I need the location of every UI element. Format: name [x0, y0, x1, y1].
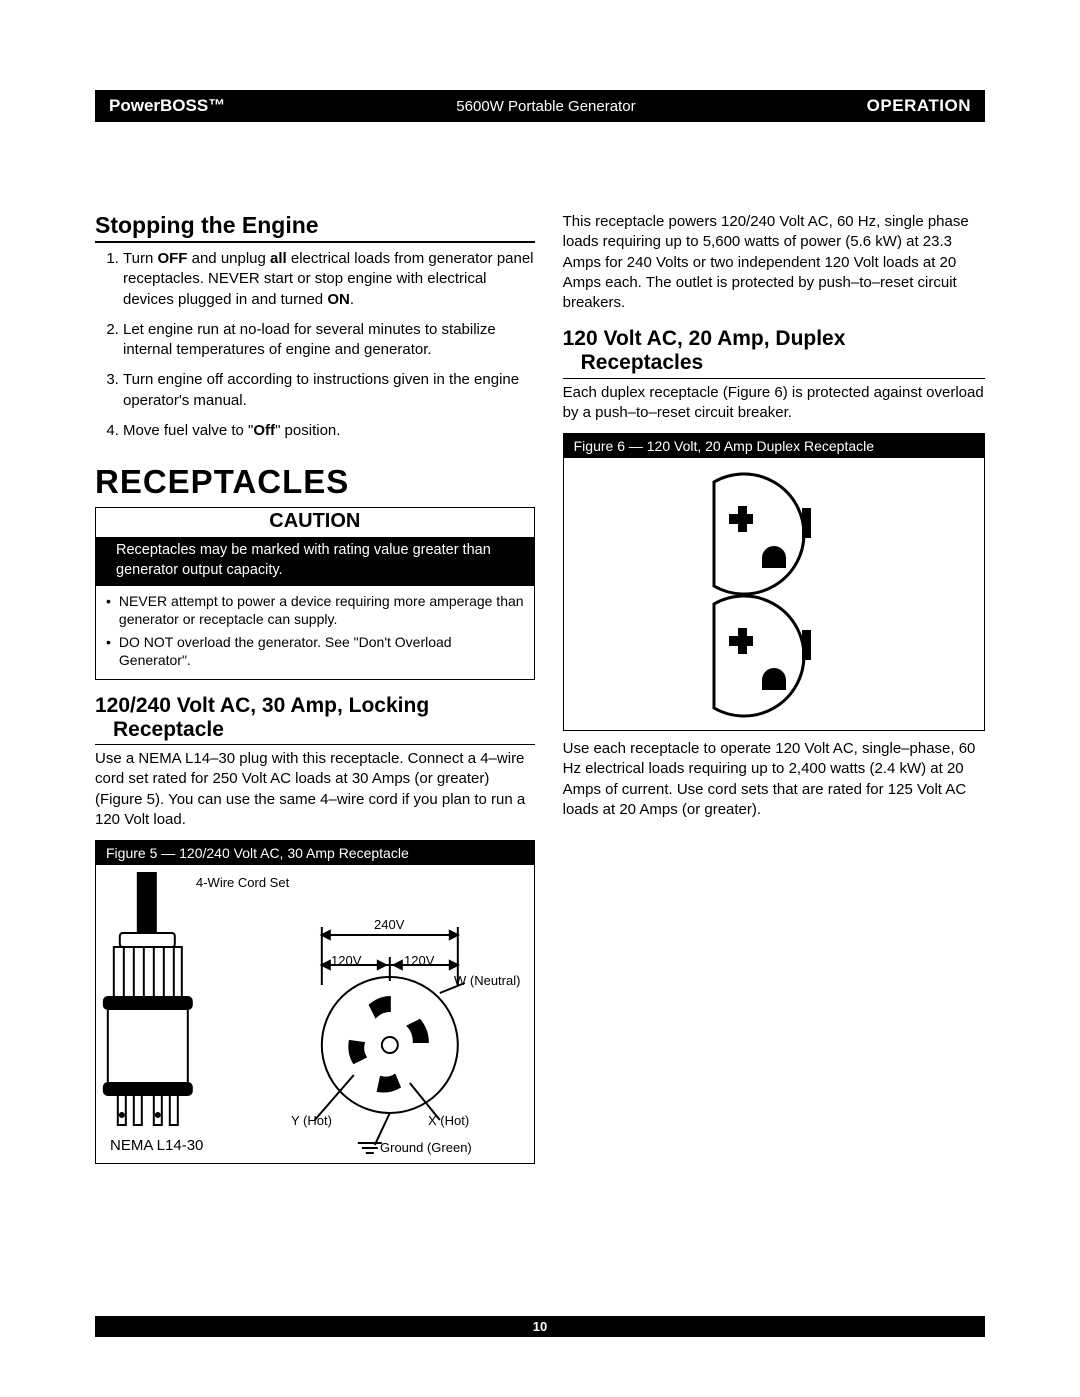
caution-warning: Receptacles may be marked with rating va…	[96, 537, 534, 586]
step-1: Turn OFF and unplug all electrical loads…	[123, 249, 535, 310]
closing-paragraph: Use each receptacle to operate 120 Volt …	[563, 739, 985, 820]
fig5-120v-b-label: 120V	[404, 953, 434, 968]
step-4: Move fuel valve to "Off" position.	[123, 421, 535, 441]
figure-5-diagram: 4-Wire Cord Set 240V 120V 120V W (Neutra…	[96, 865, 534, 1163]
locking-receptacle-body: Use a NEMA L14–30 plug with this recepta…	[95, 749, 535, 830]
figure-6-title: Figure 6 — 120 Volt, 20 Amp Duplex Recep…	[564, 434, 984, 458]
fig5-120v-a-label: 120V	[331, 953, 361, 968]
intro-paragraph: This receptacle powers 120/240 Volt AC, …	[563, 212, 985, 313]
locking-receptacle-heading: 120/240 Volt AC, 30 Amp, Locking Recepta…	[95, 694, 535, 745]
fig5-cord-label: 4-Wire Cord Set	[196, 875, 289, 890]
fig5-neutral-label: W (Neutral)	[454, 973, 520, 988]
section-label: OPERATION	[867, 96, 971, 116]
fig5-y-label: Y (Hot)	[291, 1113, 332, 1128]
fig5-x-label: X (Hot)	[428, 1113, 469, 1128]
manual-page: PowerBOSS™ 5600W Portable Generator OPER…	[0, 0, 1080, 1224]
fig5-240v-label: 240V	[374, 917, 404, 932]
duplex-body: Each duplex receptacle (Figure 6) is pro…	[563, 383, 985, 424]
caution-box: CAUTION Receptacles may be marked with r…	[95, 507, 535, 680]
duplex-receptacle-heading: 120 Volt AC, 20 Amp, Duplex Receptacles	[563, 327, 985, 378]
page-header: PowerBOSS™ 5600W Portable Generator OPER…	[95, 90, 985, 122]
caution-title: CAUTION	[96, 508, 534, 537]
duplex-outlet-icon	[674, 464, 874, 724]
step-2: Let engine run at no-load for several mi…	[123, 320, 535, 361]
fig5-ground-label: Ground (Green)	[380, 1140, 472, 1155]
caution-bullet-2: DO NOT overload the generator. See "Don'…	[106, 633, 524, 669]
caution-bullet-1: NEVER attempt to power a device requirin…	[106, 592, 524, 628]
step-3: Turn engine off according to instruction…	[123, 370, 535, 411]
figure-5-title: Figure 5 — 120/240 Volt AC, 30 Amp Recep…	[96, 841, 534, 865]
figure-6: Figure 6 — 120 Volt, 20 Amp Duplex Recep…	[563, 433, 985, 731]
brand-label: PowerBOSS™	[109, 96, 225, 116]
figure-5: Figure 5 — 120/240 Volt AC, 30 Amp Recep…	[95, 840, 535, 1164]
page-number: 10	[533, 1319, 547, 1334]
product-label: 5600W Portable Generator	[456, 98, 635, 115]
figure-6-diagram	[564, 458, 984, 730]
fig5-nema-label: NEMA L14-30	[110, 1137, 203, 1154]
content-columns: Stopping the Engine Turn OFF and unplug …	[95, 212, 985, 1164]
left-column: Stopping the Engine Turn OFF and unplug …	[95, 212, 535, 1164]
right-column: This receptacle powers 120/240 Volt AC, …	[563, 212, 985, 1164]
receptacles-heading: RECEPTACLES	[95, 463, 535, 501]
stopping-steps: Turn OFF and unplug all electrical loads…	[95, 249, 535, 441]
caution-bullets: NEVER attempt to power a device requirin…	[96, 586, 534, 679]
page-number-bar: 10	[95, 1316, 985, 1337]
stopping-engine-heading: Stopping the Engine	[95, 212, 535, 243]
